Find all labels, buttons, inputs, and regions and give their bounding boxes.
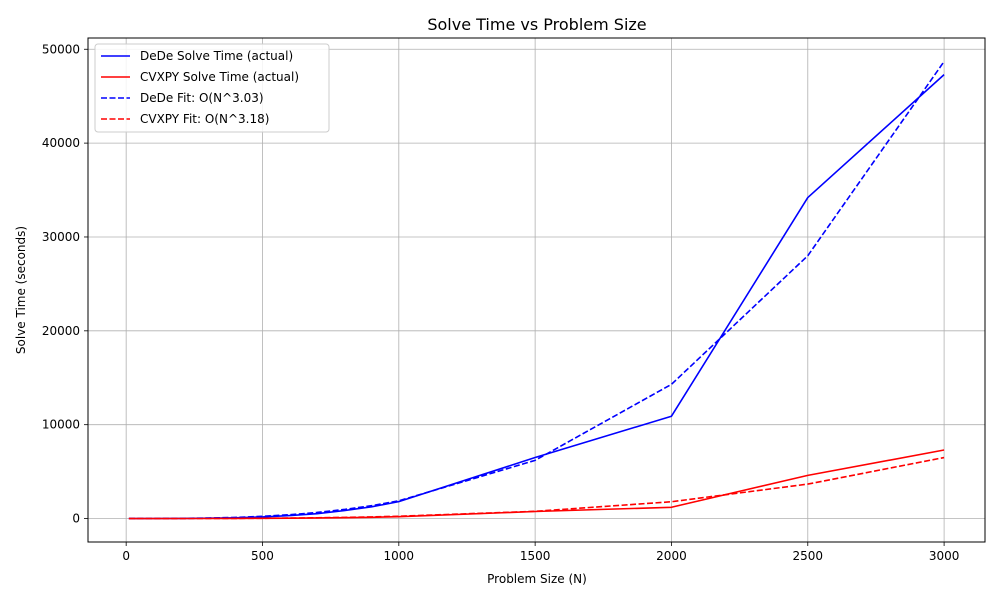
y-tick-label: 40000 — [42, 136, 80, 150]
y-tick-label: 10000 — [42, 418, 80, 432]
legend-label-0: DeDe Solve Time (actual) — [140, 49, 293, 63]
y-axis-ticks: 0 10000 20000 30000 40000 50000 — [42, 42, 88, 526]
series-lines — [128, 61, 945, 520]
y-tick-label: 20000 — [42, 324, 80, 338]
x-tick-label: 0 — [122, 549, 130, 563]
series-line-1 — [128, 449, 945, 520]
legend-label-1: CVXPY Solve Time (actual) — [140, 70, 299, 84]
x-axis-label: Problem Size (N) — [487, 572, 587, 586]
x-axis-ticks: 0 500 1000 1500 2000 2500 3000 — [122, 542, 959, 563]
legend: DeDe Solve Time (actual) CVXPY Solve Time… — [94, 43, 330, 133]
x-tick-label: 500 — [251, 549, 274, 563]
y-axis-label: Solve Time (seconds) — [14, 226, 28, 354]
y-tick-label: 50000 — [42, 42, 80, 56]
series-line-0 — [128, 74, 945, 520]
legend-box — [94, 43, 330, 133]
x-tick-label: 1500 — [520, 549, 551, 563]
legend-label-2: DeDe Fit: O(N^3.03) — [140, 91, 264, 105]
grid — [88, 38, 985, 542]
legend-label-3: CVXPY Fit: O(N^3.18) — [140, 112, 269, 126]
x-tick-label: 1000 — [384, 549, 415, 563]
y-tick-label: 0 — [72, 512, 80, 526]
plot-frame — [87, 37, 986, 543]
x-tick-label: 2000 — [656, 549, 687, 563]
series-line-3 — [128, 456, 945, 520]
x-tick-label: 3000 — [929, 549, 960, 563]
x-tick-label: 2500 — [793, 549, 824, 563]
y-tick-label: 30000 — [42, 230, 80, 244]
chart-title: Solve Time vs Problem Size — [427, 15, 646, 34]
